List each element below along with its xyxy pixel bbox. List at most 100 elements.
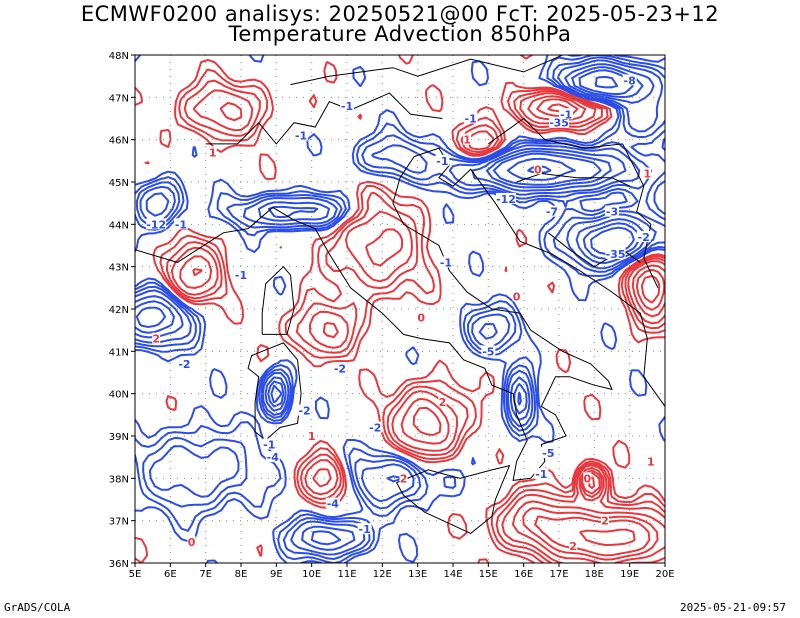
contour-label-bg <box>541 446 556 458</box>
coastline <box>261 265 295 335</box>
lat-tick-label: 36N <box>109 559 129 570</box>
contour-value-label: -5 <box>482 345 494 358</box>
contour-label-bg <box>512 290 521 302</box>
contour-labels: -12 -1-12-7 -3-35-35-1-4-1-2-2-2-5-1-1-4-2… <box>146 74 655 553</box>
contour-label-bg <box>481 345 496 357</box>
negative-contour <box>135 69 635 406</box>
contour-value-label: -4 <box>267 451 280 464</box>
contour-value-label: -35 <box>606 248 626 261</box>
negative-contour <box>135 55 665 563</box>
contour-label-bg <box>357 523 372 535</box>
map-title: ECMWF0200 analisys: 20250521@00 FcT: 202… <box>80 2 720 26</box>
contour-label-bg <box>173 218 188 230</box>
contour-label-bg <box>496 192 516 204</box>
lon-tick-label: 19E <box>620 569 639 580</box>
contour-label-bg <box>463 112 478 124</box>
contour-value-label: -1 <box>235 269 247 282</box>
contour-label-bg <box>262 438 277 450</box>
lon-tick-label: 16E <box>514 569 533 580</box>
lat-tick-label: 42N <box>109 305 129 316</box>
positive-contour <box>159 68 665 563</box>
grid-lines <box>135 55 665 563</box>
contour-label-bg <box>332 362 347 374</box>
contour-value-label: 0 <box>583 472 591 485</box>
lon-tick-label: 12E <box>373 569 392 580</box>
contour-label-bg <box>643 167 652 179</box>
lon-tick-label: 5E <box>129 569 142 580</box>
contour-value-label: -1 <box>535 468 547 481</box>
contour-value-label: 2 <box>400 472 408 485</box>
contour-value-label: -1 <box>560 108 572 121</box>
lat-tick-label: 38N <box>109 474 129 485</box>
contour-value-label: -1 <box>436 155 448 168</box>
contour-value-label: -5 <box>542 447 554 460</box>
contour-label-bg <box>152 332 161 344</box>
contour-value-label: 0 <box>513 290 521 303</box>
lat-tick-label: 46N <box>109 136 129 147</box>
contour-label-bg <box>417 311 426 323</box>
coastline <box>548 232 641 268</box>
coastline <box>205 92 443 145</box>
contour-value-label: -1 <box>295 129 307 142</box>
contour-value-label: 1 <box>647 455 655 468</box>
axis-ticks: 48N 47N 46N 45N 44N 43N 42N 41N 40N 39N 38N 37N 36N5… <box>109 51 675 580</box>
contour-label-bg <box>368 421 383 433</box>
contour-value-label: -12 <box>146 218 166 231</box>
contour-value-label: -2 <box>298 405 310 418</box>
contour-value-label: -2 <box>369 422 381 435</box>
contour-label-bg <box>438 396 447 408</box>
lat-tick-label: 37N <box>109 517 129 528</box>
contour-label-bg <box>307 430 316 441</box>
contour-value-label: 0 <box>417 311 425 324</box>
contour-value-label: 2 <box>439 396 447 409</box>
negative-contour <box>506 75 619 181</box>
positive-contour <box>165 79 665 563</box>
contour-label-bg <box>583 472 592 484</box>
contour-value-label: 1 <box>209 146 217 159</box>
positive-contour <box>135 55 665 563</box>
contour-label-bg <box>600 514 609 526</box>
lat-tick-label: 45N <box>109 178 129 189</box>
contour-label-bg <box>569 540 578 552</box>
contour-value-label: 2 <box>601 515 609 528</box>
contour-label-bg <box>544 205 559 217</box>
negative-contour <box>135 59 664 556</box>
lat-tick-label: 43N <box>109 263 129 274</box>
lon-tick-label: 20E <box>655 569 674 580</box>
contour-value-label: -3 <box>606 206 618 219</box>
lon-tick-label: 15E <box>479 569 498 580</box>
contour-label-bg <box>549 116 569 128</box>
contour-value-label: -4 <box>327 498 340 511</box>
lon-tick-label: 6E <box>164 569 177 580</box>
contour-value-label: -2 <box>178 358 190 371</box>
footer-credit: GrADS/COLA <box>4 601 71 614</box>
map-frame <box>134 54 666 564</box>
lat-tick-label: 41N <box>109 347 129 358</box>
lat-tick-label: 47N <box>109 93 129 104</box>
footer-timestamp: 2025-05-21-09:57 <box>680 601 786 614</box>
contour-label-bg <box>294 129 309 141</box>
contour-value-label: 1 <box>308 430 316 443</box>
contour-label-bg <box>622 74 637 86</box>
lat-tick-label: 40N <box>109 390 129 401</box>
contour-value-label: -12 <box>496 193 516 206</box>
contour-label-bg <box>187 535 196 547</box>
lon-tick-label: 7E <box>199 569 212 580</box>
positive-contour <box>579 476 636 546</box>
contour-value-label: 0 <box>188 536 196 549</box>
contour-value-label: -35 <box>549 117 569 130</box>
contour-value-label: 1 <box>463 134 471 147</box>
contour-label-bg <box>533 163 542 175</box>
lon-tick-label: 13E <box>408 569 427 580</box>
lon-tick-label: 9E <box>270 569 283 580</box>
contour-value-label: -1 <box>263 438 275 451</box>
lon-tick-label: 8E <box>235 569 248 580</box>
contour-label-bg <box>177 358 192 370</box>
contour-label-bg <box>325 497 340 509</box>
contour-value-label: -2 <box>638 231 650 244</box>
contour-value-label: -1 <box>465 113 477 126</box>
contour-label-bg <box>399 472 408 484</box>
contour-value-label: -7 <box>546 206 558 219</box>
contour-label-bg <box>146 218 167 230</box>
contour-value-label: 2 <box>569 540 577 553</box>
